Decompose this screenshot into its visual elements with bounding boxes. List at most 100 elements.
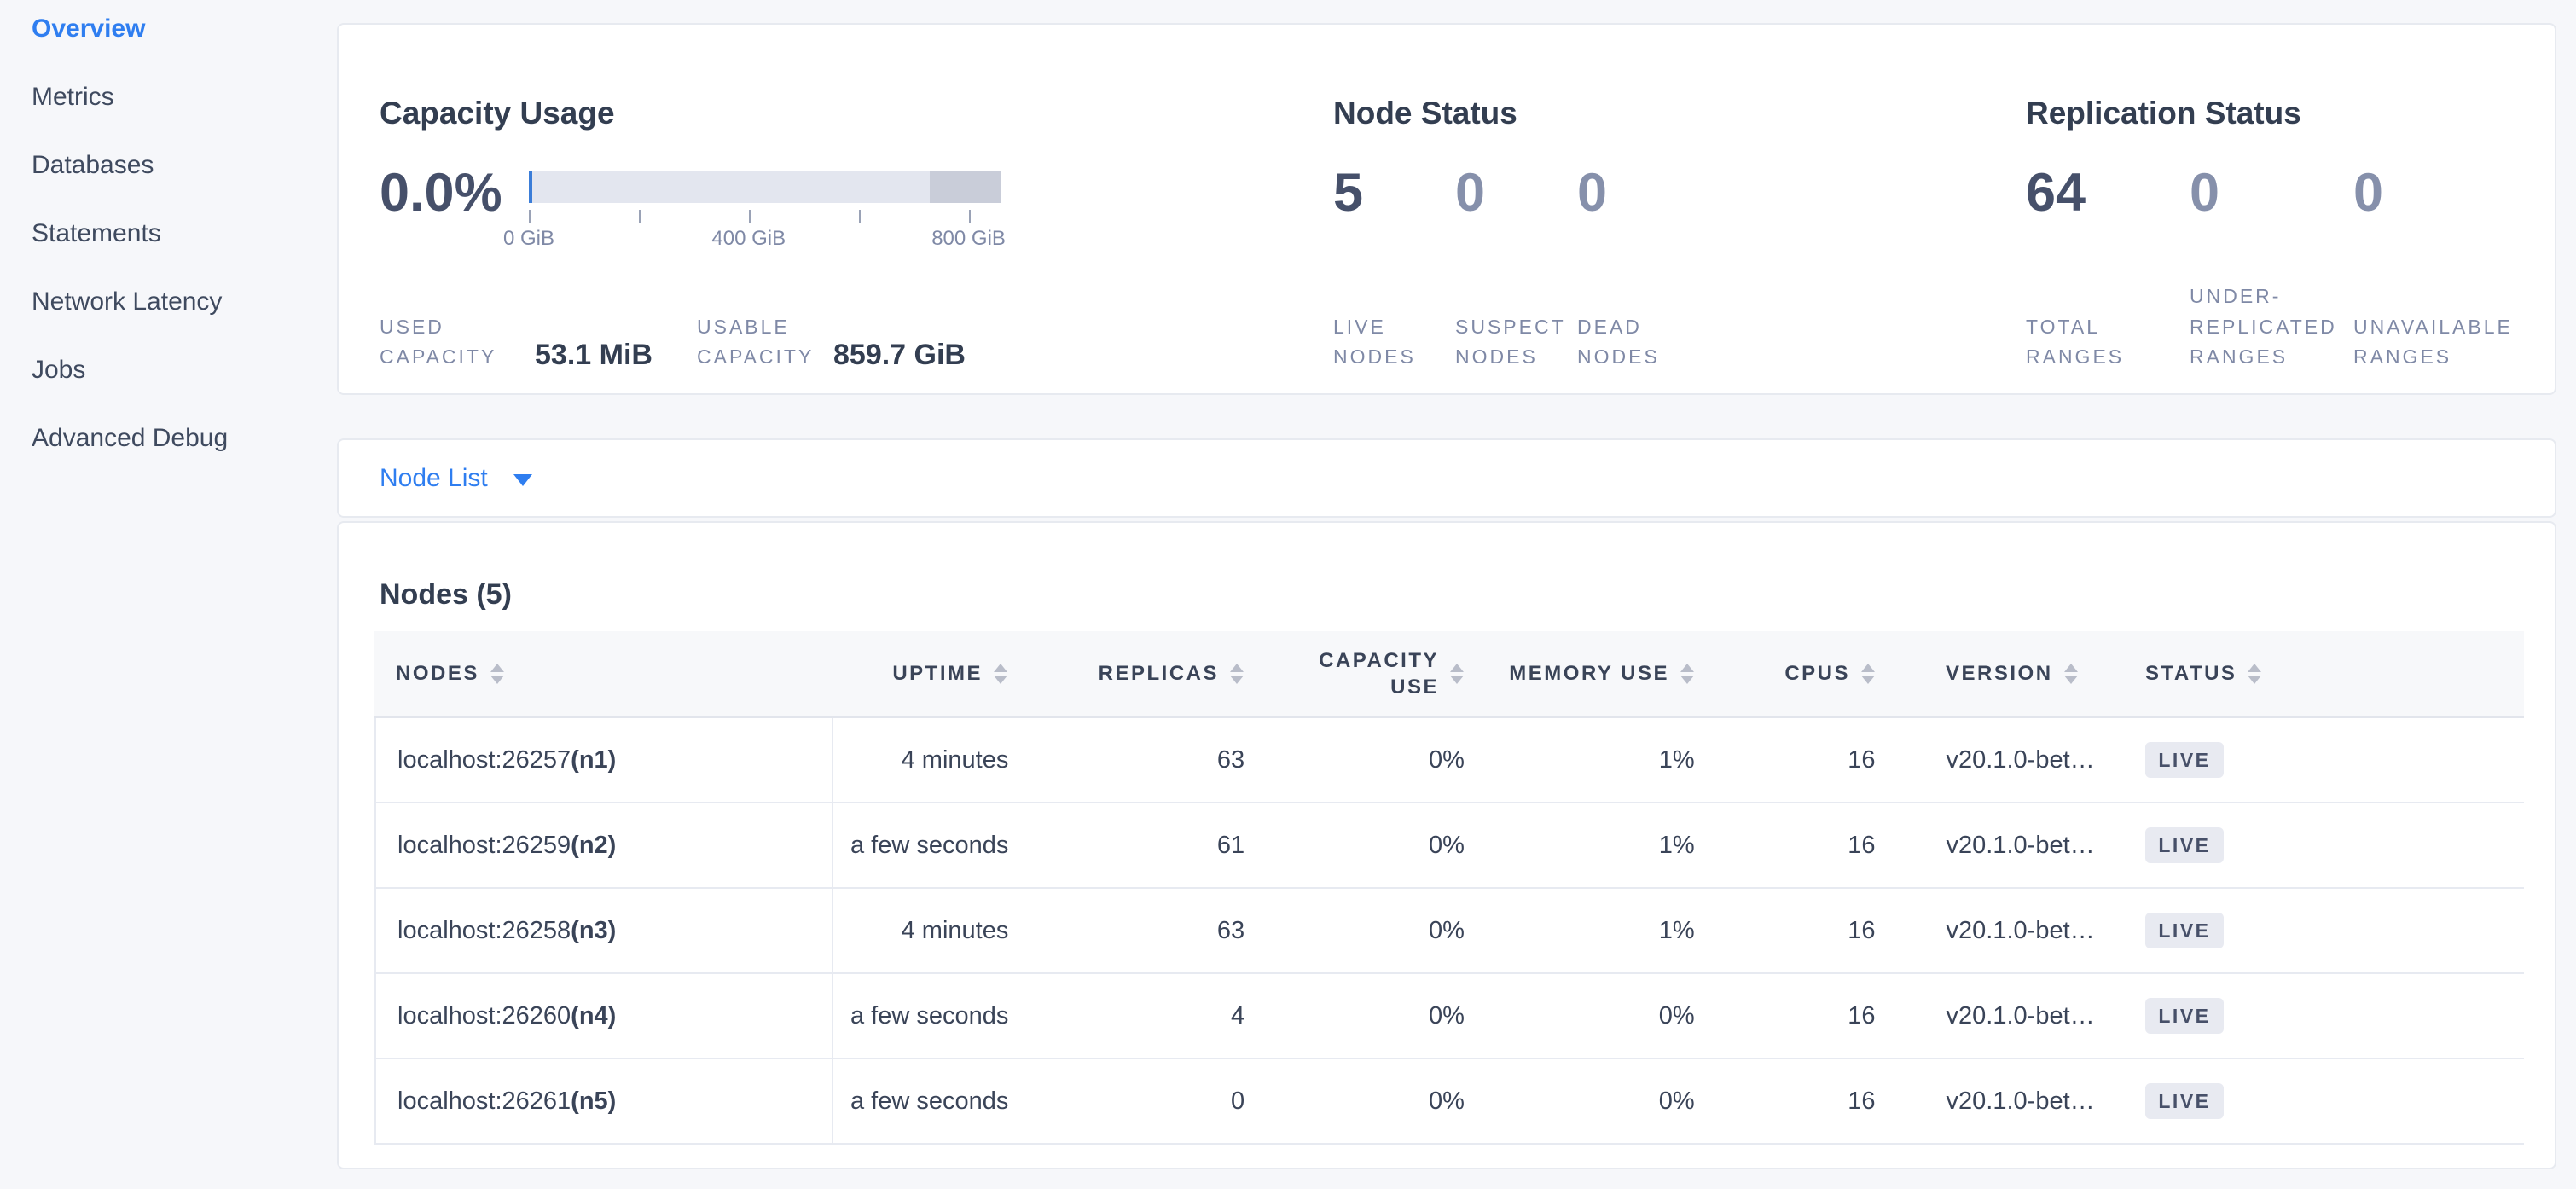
- column-header-nodes[interactable]: NODES: [374, 631, 832, 716]
- node-host: localhost:26260: [397, 1001, 571, 1030]
- node-id: (n5): [571, 1087, 617, 1115]
- stat-label-suspect-nodes: SUSPECT NODES: [1455, 315, 1566, 368]
- column-header-label-nodes: NODES: [396, 662, 479, 686]
- table-row: localhost:26259 (n2) a few seconds 61 0% 1% 1…: [376, 803, 2524, 889]
- sidebar-item-network-latency[interactable]: Network Latency: [32, 287, 223, 316]
- cell-version: v20.1.0-bet…: [1946, 831, 2095, 859]
- usable-capacity-label: USABLE CAPACITY: [697, 315, 815, 368]
- cell-uptime: a few seconds: [850, 1001, 1009, 1030]
- sidebar-item-overview[interactable]: Overview: [32, 14, 146, 43]
- sidebar-item-advanced-debug[interactable]: Advanced Debug: [32, 424, 229, 452]
- column-header-label-cpus: CPUS: [1784, 662, 1850, 686]
- node-id: (n4): [571, 1001, 617, 1030]
- column-header-label-status: STATUS: [2145, 662, 2237, 686]
- capacity-axis-label: 400 GiB: [711, 227, 786, 250]
- column-header-uptime[interactable]: UPTIME: [832, 660, 1028, 687]
- sort-down-arrow: [1861, 676, 1875, 684]
- stat-total-ranges: 64 TOTAL RANGES: [2026, 166, 2190, 373]
- stat-value-under-replicated-ranges: 0: [2190, 163, 2220, 223]
- cell-uptime: a few seconds: [850, 831, 1009, 859]
- sort-arrows-icon: [2248, 664, 2262, 684]
- sort-arrows-icon: [2063, 664, 2078, 684]
- stat-label-under-replicated-ranges: UNDER-REPLICATED RANGES: [2190, 285, 2337, 368]
- node-list-dropdown[interactable]: Node List: [337, 438, 2556, 518]
- cell-cpus: 16: [1848, 745, 1876, 774]
- sort-down-arrow: [994, 676, 1007, 684]
- sort-up-arrow: [1680, 664, 1694, 672]
- column-header-cpus[interactable]: CPUS: [1714, 660, 1895, 687]
- cell-version: v20.1.0-bet…: [1946, 1001, 2095, 1030]
- status-badge: LIVE: [2145, 998, 2224, 1034]
- stat-suspect-nodes: 0 SUSPECT NODES: [1455, 166, 1577, 373]
- cell-node-name[interactable]: localhost:26258 (n3): [376, 889, 833, 972]
- cell-node-name[interactable]: localhost:26260 (n4): [376, 974, 833, 1058]
- capacity-axis-label: 800 GiB: [931, 227, 1006, 250]
- sort-arrows-icon: [1230, 664, 1244, 684]
- sort-arrows-icon: [1680, 664, 1694, 684]
- replication-status-title: Replication Status: [2026, 95, 2301, 130]
- sidebar-item-databases[interactable]: Databases: [32, 151, 154, 179]
- sort-arrows-icon: [490, 664, 504, 684]
- stat-value-dead-nodes: 0: [1577, 163, 1608, 223]
- cell-status: LIVE: [2115, 998, 2524, 1034]
- column-header-capacity_use[interactable]: CAPACITY USE: [1264, 647, 1484, 700]
- cell-memory-use: 0%: [1658, 1087, 1695, 1115]
- cell-cpus: 16: [1848, 916, 1876, 944]
- column-header-label-memory_use: MEMORY USE: [1509, 662, 1669, 686]
- chevron-down-icon: [513, 473, 532, 486]
- cell-replicas: 63: [1216, 916, 1245, 944]
- cell-cpus: 16: [1848, 1087, 1876, 1115]
- stat-unavailable-ranges: 0 UNAVAILABLE RANGES: [2353, 166, 2517, 373]
- column-header-replicas[interactable]: REPLICAS: [1028, 660, 1264, 687]
- node-host: localhost:26258: [397, 916, 571, 944]
- sort-down-arrow: [490, 676, 504, 684]
- column-header-label-capacity_use: CAPACITY USE: [1319, 648, 1439, 699]
- stat-label-dead-nodes: DEAD NODES: [1577, 315, 1660, 368]
- cell-version: v20.1.0-bet…: [1946, 745, 2095, 774]
- cell-replicas: 0: [1231, 1087, 1245, 1115]
- node-status-section: 5 LIVE NODES 0 SUSPECT NODES 0 DEAD NODES: [1333, 166, 1699, 373]
- used-capacity-value: 53.1 MiB: [535, 339, 653, 372]
- nodes-table-header: NODES UPTIME REPLICAS CAPACITY USE MEMORY US…: [374, 631, 2524, 718]
- sort-up-arrow: [1230, 664, 1244, 672]
- sort-up-arrow: [490, 664, 504, 672]
- status-badge: LIVE: [2145, 1083, 2224, 1119]
- cell-node-name[interactable]: localhost:26257 (n1): [376, 718, 833, 802]
- cell-uptime: a few seconds: [850, 1087, 1009, 1115]
- stat-value-total-ranges: 64: [2026, 163, 2086, 223]
- cell-memory-use: 1%: [1658, 916, 1695, 944]
- capacity-usage-percent: 0.0%: [380, 163, 502, 223]
- cell-node-name[interactable]: localhost:26259 (n2): [376, 803, 833, 887]
- sort-up-arrow: [994, 664, 1007, 672]
- capacity-axis-label: 0 GiB: [502, 227, 555, 250]
- nodes-card: Nodes (5) NODES UPTIME REPLICAS CAPACITY US…: [337, 521, 2556, 1169]
- sort-down-arrow: [1450, 676, 1464, 684]
- sort-down-arrow: [2063, 676, 2078, 684]
- cell-replicas: 63: [1216, 745, 1245, 774]
- sidebar-item-jobs[interactable]: Jobs: [32, 356, 86, 384]
- sort-down-arrow: [1230, 676, 1244, 684]
- column-header-memory_use[interactable]: MEMORY USE: [1484, 660, 1714, 687]
- column-header-status[interactable]: STATUS: [2115, 660, 2524, 687]
- cluster-summary-card: Capacity Usage Node Status Replication S…: [337, 23, 2556, 395]
- cell-capacity-use: 0%: [1429, 745, 1465, 774]
- cell-replicas: 4: [1231, 1001, 1245, 1030]
- stat-value-live-nodes: 5: [1333, 163, 1364, 223]
- sort-arrows-icon: [1450, 664, 1464, 684]
- cell-status: LIVE: [2115, 913, 2524, 948]
- stat-label-total-ranges: TOTAL RANGES: [2026, 315, 2125, 368]
- sidebar-item-metrics[interactable]: Metrics: [32, 83, 114, 111]
- used-capacity-label: USED CAPACITY: [380, 315, 497, 368]
- sidebar-item-statements[interactable]: Statements: [32, 219, 161, 247]
- capacity-axis-labels: 0 GiB 400 GiB 800 GiB: [503, 223, 1006, 251]
- table-row: localhost:26260 (n4) a few seconds 4 0% 0% 16…: [376, 974, 2524, 1059]
- cell-node-name[interactable]: localhost:26261 (n5): [376, 1059, 833, 1143]
- cell-version: v20.1.0-bet…: [1946, 916, 2095, 944]
- column-header-version[interactable]: VERSION: [1895, 660, 2115, 687]
- sort-down-arrow: [2248, 676, 2262, 684]
- cell-status: LIVE: [2115, 1083, 2524, 1119]
- sort-up-arrow: [2248, 664, 2262, 672]
- stat-label-live-nodes: LIVE NODES: [1333, 315, 1416, 368]
- stat-live-nodes: 5 LIVE NODES: [1333, 166, 1455, 373]
